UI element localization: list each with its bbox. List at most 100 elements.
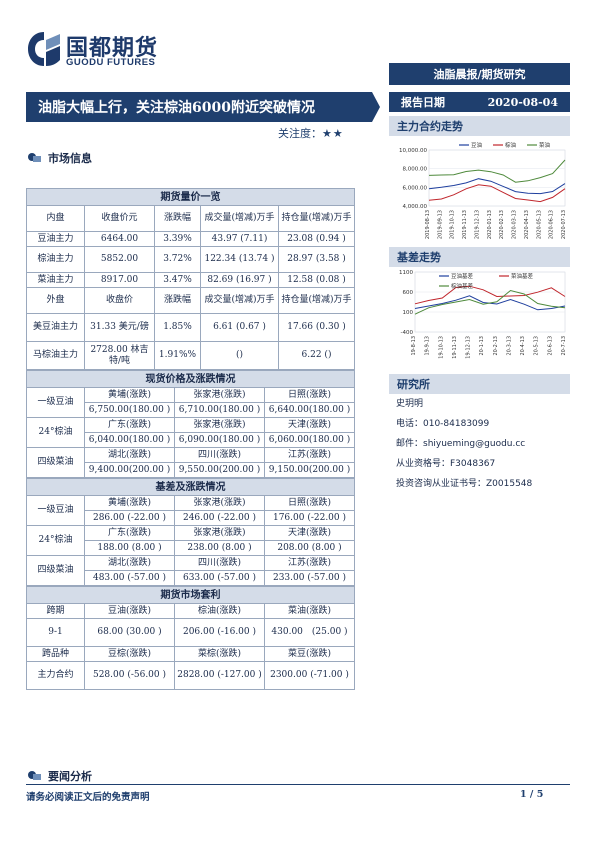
table-cell: 2728.00 林吉特/吨 [84,341,155,370]
table-cell: 176.00 (-22.00 ) [264,510,355,526]
table-cell: 9,150.00(200.00 ) [264,462,355,478]
attention-rating: 关注度：★★ [278,125,344,141]
table-cell: 6,040.00(180.00 ) [84,432,175,448]
table-row: 主力合约 528.00 (-56.00 ) 2828.00 (-127.00 ) 23… [26,661,355,690]
table-header: 收盘价元 [84,205,155,232]
table-header: 张家港(涨跌) [174,495,265,511]
market-info-heading: 市场信息 [28,150,92,166]
footer-divider [26,784,570,785]
x-tick-label: 19-9-13 [425,336,431,356]
table-cell: 483.00 (-57.00 ) [84,570,175,586]
table-cell: 马棕油主力 [26,341,85,370]
table-cell: 6,710.00(180.00 ) [174,402,265,418]
row-label: 四级菜油 [26,447,85,478]
market-tables: 期货量价一览 内盘 收盘价元 涨跌幅 成交量(增减)万手 持仓量(增减)万手 豆… [26,188,355,690]
analyst-name: 史玥明 [396,399,424,409]
table-cell: 主力合约 [26,661,85,690]
attention-label: 关注度： [278,127,322,140]
x-tick-label: 19-8-13 [411,336,417,356]
analyst-phone: 电话：010-84183099 [396,419,490,429]
table-cell: 528.00 (-56.00 ) [84,661,175,690]
table-cell: 6,090.00(180.00 ) [174,432,265,448]
arbitrage-table-title: 期货市场套利 [26,586,355,604]
legend-label: 棕油基差 [451,282,474,290]
x-tick-label: 2019-12-13 [474,210,480,239]
table-cell: 206.00 (-16.00 ) [174,618,265,647]
table-header: 内盘 [26,205,85,232]
attention-stars: ★★ [322,127,344,140]
x-tick-label: 2020-03-13 [512,210,518,239]
series-line-2 [414,289,566,315]
news-heading: 要闻分析 [28,768,92,784]
x-tick-label: 20-6-13 [547,336,553,356]
x-tick-label: 20-7-13 [561,336,567,356]
x-tick-label: 20-2-13 [493,336,499,356]
table-cell: 430.00 (25.00 ) [264,618,355,647]
table-header: 菜豆(涨跌) [264,646,355,662]
analyst-advisory-license: 投资咨询从业证书号：Z0015548 [396,479,533,489]
table-header: 四川(涨跌) [174,555,265,571]
y-tick-label: -400 [401,330,414,336]
table-cell: 9-1 [26,618,85,647]
table-header: 广东(涨跌) [84,417,175,433]
table-cell: 9,550.00(200.00 ) [174,462,265,478]
table-header: 天津(涨跌) [264,417,355,433]
row-label: 24°棕油 [26,525,85,556]
x-tick-label: 2020-02-13 [499,210,505,239]
table-row: 美豆油主力 31.33 美元/磅 1.85% 6.61 (0.67 ) 17.6… [26,313,355,342]
table-header: 跨期 [26,603,85,619]
report-title: 油脂大幅上行，关注棕油6000附近突破情况 [26,92,380,122]
table-cell: 208.00 (8.00 ) [264,540,355,556]
table-cell: 188.00 (8.00 ) [84,540,175,556]
table-header: 张家港(涨跌) [174,417,265,433]
table-row: 9-1 68.00 (30.00 ) 206.00 (-16.00 ) 430.00 … [26,618,355,647]
x-tick-label: 20-4-13 [520,336,526,356]
table-cell: 6.22 () [278,341,355,370]
table-cell: 1.85% [154,313,201,342]
table-header: 成交量(增减)万手 [200,287,279,314]
table-cell: 28.97 (3.58 ) [278,246,355,273]
table-cell: 238.00 (8.00 ) [174,540,265,556]
x-tick-label: 20-1-13 [479,336,485,356]
futures-table-title: 期货量价一览 [26,188,355,206]
table-cell: 9,400.00(200.00 ) [84,462,175,478]
x-tick-label: 2020-06-13 [549,210,555,239]
table-cell: 3.39% [154,231,201,247]
y-tick-label: 1100 [399,270,413,276]
table-cell: 122.34 (13.74 ) [200,246,279,273]
y-tick-label: 100 [403,310,414,316]
report-title-text: 油脂大幅上行，关注棕油6000附近突破情况 [38,100,315,116]
table-header: 棕油(涨跌) [174,603,265,619]
table-cell: 2828.00 (-127.00 ) [174,661,265,690]
table-cell: 68.00 (30.00 ) [84,618,175,647]
date-value: 2020-08-04 [487,95,558,109]
series-line-2 [428,159,566,183]
table-cell: 棕油主力 [26,246,85,273]
table-header: 黄埔(涨跌) [84,495,175,511]
table-cell: 6,750.00(180.00 ) [84,402,175,418]
analyst-email: 邮件：shiyueming@guodu.cc [396,439,526,449]
table-cell: 286.00 (-22.00 ) [84,510,175,526]
table-row: 菜油主力 8917.00 3.47% 82.69 (16.97 ) 12.58 … [26,272,355,288]
table-cell: 246.00 (-22.00 ) [174,510,265,526]
table-header: 成交量(增减)万手 [200,205,279,232]
table-cell: 5852.00 [84,246,155,273]
row-label: 一级豆油 [26,387,85,418]
table-cell: 8917.00 [84,272,155,288]
main-contract-chart: 10,000.00 8,000.00 6,000.00 4,000.00 2019-08… [389,138,570,242]
table-cell: 1.91%% [154,341,201,370]
plot-area [414,271,566,333]
table-header: 菜棕(涨跌) [174,646,265,662]
table-header: 江苏(涨跌) [264,555,355,571]
contact-info: 史玥明 电话：010-84183099 邮件：shiyueming@guodu.… [396,394,532,494]
table-cell: () [200,341,279,370]
table-header: 四川(涨跌) [174,447,265,463]
table-cell: 6,060.00(180.00 ) [264,432,355,448]
row-label: 24°棕油 [26,417,85,448]
x-tick-label: 20-3-13 [506,336,512,356]
y-tick-label: 8,000.00 [403,167,428,173]
x-tick-label: 19-10-13 [438,336,444,359]
table-row: 棕油主力 5852.00 3.72% 122.34 (13.74 ) 28.97… [26,246,355,273]
news-label: 要闻分析 [48,770,92,783]
legend-label: 菜油基差 [511,272,534,280]
